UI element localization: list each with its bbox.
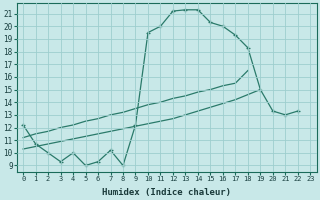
X-axis label: Humidex (Indice chaleur): Humidex (Indice chaleur) xyxy=(102,188,231,197)
